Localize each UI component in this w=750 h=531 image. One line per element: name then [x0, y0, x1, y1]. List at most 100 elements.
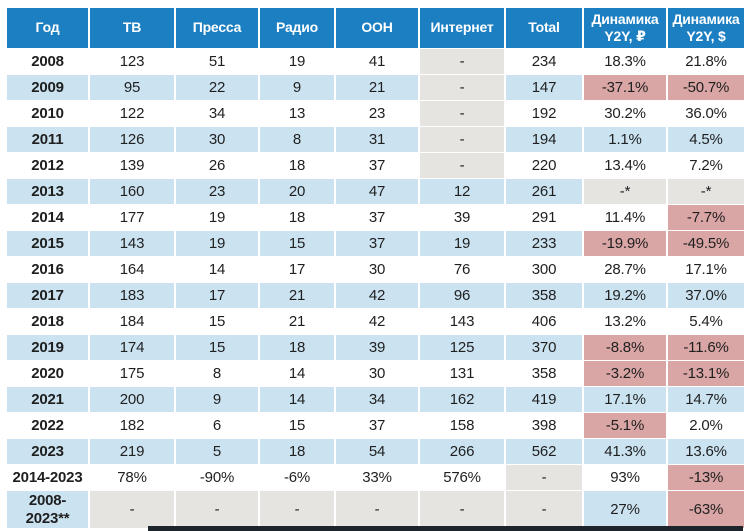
table-row-2008--2023: 2008- 2023** - - - - - -27% -63%	[7, 490, 744, 529]
year-cell: 2023	[7, 438, 90, 465]
value-cell: 17	[259, 256, 336, 283]
value-cell: 18	[259, 152, 336, 179]
value-cell: -	[89, 490, 176, 529]
year-cell: 2020	[7, 360, 90, 387]
value-cell: 183	[89, 282, 176, 309]
value-cell: 41.3%	[583, 438, 668, 465]
value-cell: 19	[419, 230, 506, 257]
value-cell: -7.7%	[667, 204, 744, 231]
value-cell: 19.2%	[583, 282, 668, 309]
value-cell: -	[419, 100, 506, 127]
value-cell: -	[419, 152, 506, 179]
value-cell: 42	[335, 308, 420, 335]
value-cell: 19	[175, 230, 260, 257]
column-header-7: Динамика Y2Y, ₽	[583, 8, 668, 49]
value-cell: 174	[89, 334, 176, 361]
column-header-0: Год	[7, 8, 90, 49]
value-cell: 23	[175, 178, 260, 205]
value-cell: -	[419, 74, 506, 101]
value-cell: 398	[505, 412, 584, 439]
table-row-2022: 2022 182 6 15 37 158 398 -5.1% 2.0%	[7, 412, 744, 439]
value-cell: 291	[505, 204, 584, 231]
value-cell: 143	[89, 230, 176, 257]
value-cell: 17.1%	[667, 256, 744, 283]
value-cell: 177	[89, 204, 176, 231]
value-cell: 406	[505, 308, 584, 335]
value-cell: 78%	[89, 464, 176, 491]
table-row-2015: 2015 143 19 15 37 19 233 -19.9% -49.5%	[7, 230, 744, 257]
value-cell: 37.0%	[667, 282, 744, 309]
value-cell: 261	[505, 178, 584, 205]
value-cell: 28.7%	[583, 256, 668, 283]
value-cell: 175	[89, 360, 176, 387]
value-cell: 21	[335, 74, 420, 101]
value-cell: 31	[335, 126, 420, 153]
value-cell: 122	[89, 100, 176, 127]
value-cell: 22	[175, 74, 260, 101]
value-cell: 1.1%	[583, 126, 668, 153]
value-cell: 33%	[335, 464, 420, 491]
value-cell: 39	[419, 204, 506, 231]
value-cell: 370	[505, 334, 584, 361]
value-cell: 233	[505, 230, 584, 257]
value-cell: 219	[89, 438, 176, 465]
value-cell: 30	[335, 360, 420, 387]
value-cell: 18.3%	[583, 48, 668, 75]
value-cell: 126	[89, 126, 176, 153]
value-cell: 26	[175, 152, 260, 179]
value-cell: 125	[419, 334, 506, 361]
table-body: 2008 123 51 19 41-234 18.3% 21.8% 2009 95 22 9 21-1…	[7, 48, 744, 529]
value-cell: 164	[89, 256, 176, 283]
table-row-2018: 2018 184 15 21 42 143 406 13.2% 5.4%	[7, 308, 744, 335]
value-cell: 18	[259, 204, 336, 231]
value-cell: 11.4%	[583, 204, 668, 231]
value-cell: -49.5%	[667, 230, 744, 257]
value-cell: 158	[419, 412, 506, 439]
value-cell: 9	[175, 386, 260, 413]
year-cell: 2022	[7, 412, 90, 439]
value-cell: -6%	[259, 464, 336, 491]
cropped-element-edge	[148, 526, 743, 531]
value-cell: 123	[89, 48, 176, 75]
value-cell: -	[259, 490, 336, 529]
value-cell: 200	[89, 386, 176, 413]
value-cell: 15	[259, 230, 336, 257]
table-row-2012: 2012 139 26 18 37-220 13.4% 7.2%	[7, 152, 744, 179]
value-cell: 147	[505, 74, 584, 101]
media-table: Год ТВ Пресса Радио ООН Интернет Total Динамика…	[7, 8, 744, 529]
value-cell: -19.9%	[583, 230, 668, 257]
year-cell: 2016	[7, 256, 90, 283]
value-cell: -	[335, 490, 420, 529]
column-header-6: Total	[505, 8, 584, 49]
table-row-2009: 2009 95 22 9 21-147 -37.1% -50.7%	[7, 74, 744, 101]
column-header-8: Динамика Y2Y, $	[667, 8, 744, 49]
column-header-3: Радио	[259, 8, 336, 49]
column-header-4: ООН	[335, 8, 420, 49]
value-cell: 23	[335, 100, 420, 127]
year-cell: 2018	[7, 308, 90, 335]
value-cell: -63%	[667, 490, 744, 529]
value-cell: 76	[419, 256, 506, 283]
value-cell: 30	[175, 126, 260, 153]
value-cell: 9	[259, 74, 336, 101]
value-cell: 95	[89, 74, 176, 101]
value-cell: -50.7%	[667, 74, 744, 101]
value-cell: 37	[335, 204, 420, 231]
column-header-2: Пресса	[175, 8, 260, 49]
table-row-2019: 2019 174 15 18 39 125 370 -8.8% -11.6%	[7, 334, 744, 361]
value-cell: 37	[335, 230, 420, 257]
value-cell: 41	[335, 48, 420, 75]
value-cell: 13.2%	[583, 308, 668, 335]
value-cell: -*	[583, 178, 668, 205]
value-cell: 2.0%	[667, 412, 744, 439]
year-cell: 2015	[7, 230, 90, 257]
value-cell: 14	[175, 256, 260, 283]
value-cell: 234	[505, 48, 584, 75]
column-header-5: Интернет	[419, 8, 506, 49]
value-cell: 20	[259, 178, 336, 205]
value-cell: 18	[259, 438, 336, 465]
value-cell: -5.1%	[583, 412, 668, 439]
value-cell: 143	[419, 308, 506, 335]
table-row-2020: 2020 175 8 14 30 131 358 -3.2% -13.1%	[7, 360, 744, 387]
